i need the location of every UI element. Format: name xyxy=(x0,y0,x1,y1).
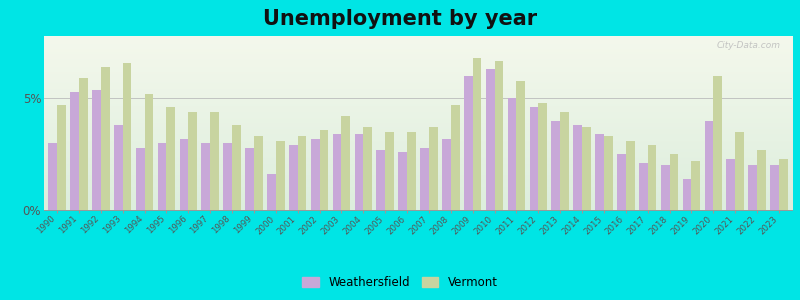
Bar xyxy=(682,179,691,210)
Bar xyxy=(298,136,306,210)
Bar xyxy=(92,89,101,210)
Bar xyxy=(377,150,385,210)
Bar xyxy=(70,92,79,210)
Bar xyxy=(114,125,122,210)
Bar xyxy=(180,139,188,210)
Bar xyxy=(486,70,494,210)
Bar xyxy=(420,148,429,210)
Bar xyxy=(57,105,66,210)
Bar xyxy=(714,76,722,210)
Bar xyxy=(464,76,473,210)
Bar xyxy=(442,139,451,210)
Bar xyxy=(407,132,416,210)
Bar xyxy=(508,98,517,210)
Bar xyxy=(158,143,166,210)
Bar xyxy=(530,107,538,210)
Bar xyxy=(363,128,372,210)
Bar xyxy=(670,154,678,210)
Bar xyxy=(735,132,744,210)
Bar xyxy=(551,121,560,210)
Bar xyxy=(494,61,503,210)
Bar xyxy=(166,107,175,210)
Bar xyxy=(705,121,714,210)
Bar xyxy=(79,78,88,210)
Legend: Weathersfield, Vermont: Weathersfield, Vermont xyxy=(298,272,502,294)
Bar xyxy=(648,145,656,210)
Bar xyxy=(661,165,670,210)
Bar xyxy=(726,159,735,210)
Bar xyxy=(202,143,210,210)
Bar xyxy=(145,94,154,210)
Bar xyxy=(691,161,700,210)
Bar xyxy=(232,125,241,210)
Bar xyxy=(398,152,407,210)
Bar xyxy=(595,134,604,210)
Bar xyxy=(770,165,779,210)
Bar xyxy=(333,134,342,210)
Bar xyxy=(582,128,590,210)
Bar xyxy=(188,112,197,210)
Bar xyxy=(429,128,438,210)
Bar xyxy=(538,103,547,210)
Text: City-Data.com: City-Data.com xyxy=(717,41,781,50)
Bar xyxy=(757,150,766,210)
Bar xyxy=(136,148,145,210)
Bar xyxy=(254,136,262,210)
Bar xyxy=(223,143,232,210)
Bar xyxy=(289,145,298,210)
Bar xyxy=(101,67,110,210)
Bar xyxy=(617,154,626,210)
Bar xyxy=(626,141,634,210)
Bar xyxy=(451,105,459,210)
Bar xyxy=(604,136,613,210)
Bar xyxy=(560,112,569,210)
Text: Unemployment by year: Unemployment by year xyxy=(263,9,537,29)
Bar xyxy=(517,81,525,210)
Bar xyxy=(385,132,394,210)
Bar xyxy=(122,63,131,210)
Bar xyxy=(246,148,254,210)
Bar xyxy=(639,163,648,210)
Bar xyxy=(210,112,219,210)
Bar xyxy=(48,143,57,210)
Bar xyxy=(342,116,350,210)
Bar xyxy=(574,125,582,210)
Bar xyxy=(276,141,285,210)
Bar xyxy=(319,130,328,210)
Bar xyxy=(267,174,276,210)
Bar xyxy=(354,134,363,210)
Bar xyxy=(311,139,319,210)
Bar xyxy=(779,159,788,210)
Bar xyxy=(748,165,757,210)
Bar xyxy=(473,58,482,210)
